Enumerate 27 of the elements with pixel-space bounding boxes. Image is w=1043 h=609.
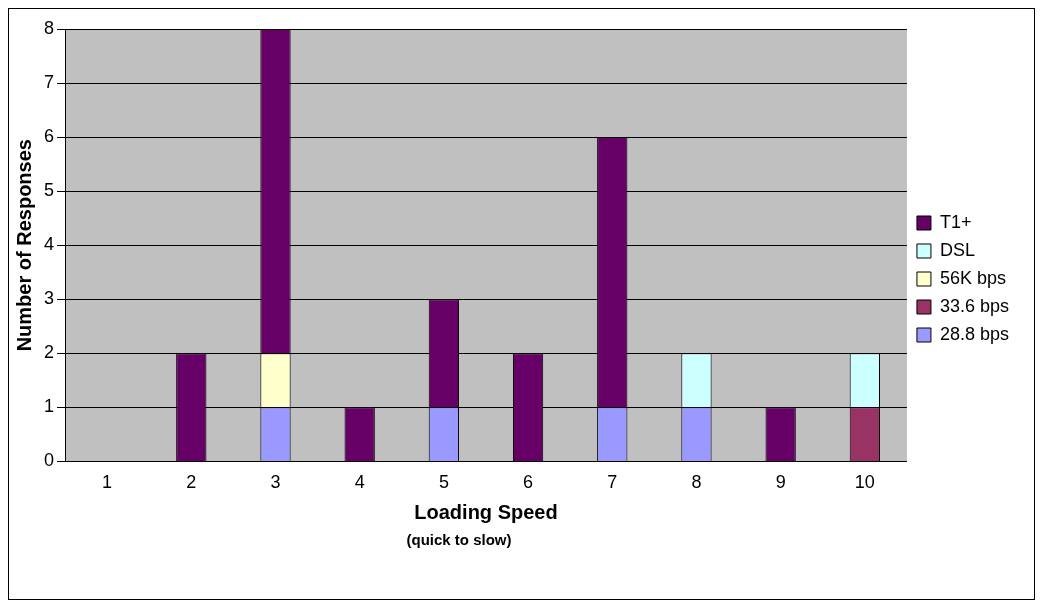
legend-label: T1+ <box>939 211 972 232</box>
legend-label: 28.8 bps <box>939 323 1010 344</box>
legend-label: 33.6 bps <box>939 295 1010 316</box>
y-tick-label: 1 <box>44 396 55 417</box>
x-tick-label: 3 <box>270 472 281 493</box>
x-tick-label: 4 <box>354 472 365 493</box>
x-tick-label: 1 <box>102 472 113 493</box>
text: (quick to slow) <box>405 531 513 548</box>
y-tick-label: 0 <box>44 450 55 471</box>
x-tick-label: 9 <box>775 472 786 493</box>
y-tick-label: 6 <box>44 126 55 147</box>
y-tick-label: 3 <box>44 288 55 309</box>
y-tick-label: 2 <box>44 342 55 363</box>
x-axis-title: Loading Speed <box>414 500 558 523</box>
x-tick-label: 2 <box>186 472 197 493</box>
y-axis-title: Number of Responses <box>12 139 35 352</box>
x-tick-label: 8 <box>691 472 702 493</box>
legend-label: 56K bps <box>939 267 1007 288</box>
x-tick-label: 5 <box>438 472 449 493</box>
y-tick-label: 8 <box>44 17 55 38</box>
x-tick-label: 10 <box>854 472 875 493</box>
x-tick-label: 7 <box>607 472 618 493</box>
y-tick-label: 7 <box>44 72 55 93</box>
y-tick-label: 5 <box>44 180 55 201</box>
legend-label: DSL <box>939 239 975 260</box>
x-tick-label: 6 <box>523 472 534 493</box>
y-tick-label: 4 <box>44 234 55 255</box>
